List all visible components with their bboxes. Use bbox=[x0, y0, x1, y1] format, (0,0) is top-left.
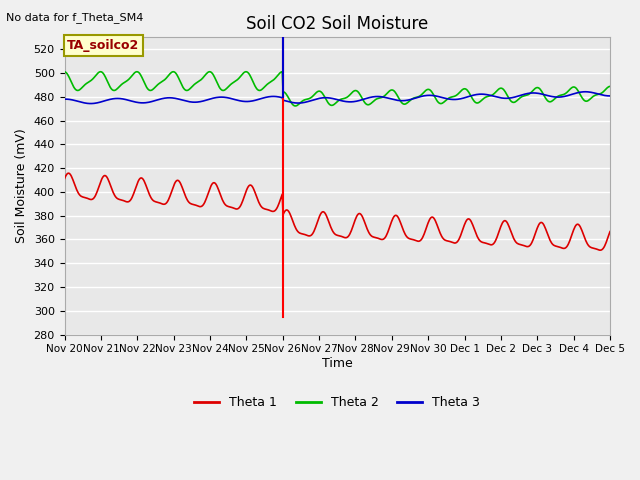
Theta 1 bbox=[212, 181, 220, 187]
Theta 1 bbox=[127, 196, 135, 202]
Legend: Theta 1, Theta 2, Theta 3: Theta 1, Theta 2, Theta 3 bbox=[189, 391, 485, 414]
Text: No data for f_Theta_SM4: No data for f_Theta_SM4 bbox=[6, 12, 144, 23]
Theta 1 bbox=[183, 196, 191, 202]
Theta 1 bbox=[65, 170, 72, 176]
Theta 3 bbox=[183, 98, 191, 104]
Title: Soil CO2 Soil Moisture: Soil CO2 Soil Moisture bbox=[246, 15, 428, 33]
Theta 3 bbox=[127, 98, 135, 104]
Line: Theta 1: Theta 1 bbox=[65, 173, 610, 250]
Theta 1 bbox=[606, 229, 614, 235]
Theta 2 bbox=[291, 103, 299, 109]
Theta 2 bbox=[61, 69, 68, 74]
X-axis label: Time: Time bbox=[322, 357, 353, 370]
Theta 2 bbox=[182, 87, 189, 93]
Theta 2 bbox=[278, 69, 286, 74]
Theta 3 bbox=[420, 93, 428, 99]
Theta 3 bbox=[606, 93, 614, 99]
Theta 3 bbox=[70, 97, 78, 103]
Theta 2 bbox=[405, 98, 413, 104]
Line: Theta 3: Theta 3 bbox=[65, 92, 610, 104]
Text: TA_soilco2: TA_soilco2 bbox=[67, 39, 140, 52]
Theta 2 bbox=[421, 88, 429, 94]
Theta 2 bbox=[70, 85, 78, 91]
Theta 3 bbox=[581, 89, 589, 95]
Theta 1 bbox=[71, 183, 79, 189]
Theta 2 bbox=[606, 84, 614, 89]
Y-axis label: Soil Moisture (mV): Soil Moisture (mV) bbox=[15, 129, 28, 243]
Theta 3 bbox=[212, 95, 220, 100]
Theta 3 bbox=[61, 96, 68, 102]
Theta 1 bbox=[596, 247, 604, 253]
Line: Theta 2: Theta 2 bbox=[65, 72, 610, 106]
Theta 2 bbox=[127, 74, 134, 80]
Theta 3 bbox=[404, 97, 412, 103]
Theta 2 bbox=[211, 75, 219, 81]
Theta 1 bbox=[420, 231, 428, 237]
Theta 1 bbox=[61, 176, 68, 181]
Theta 1 bbox=[404, 235, 412, 241]
Theta 3 bbox=[87, 101, 95, 107]
